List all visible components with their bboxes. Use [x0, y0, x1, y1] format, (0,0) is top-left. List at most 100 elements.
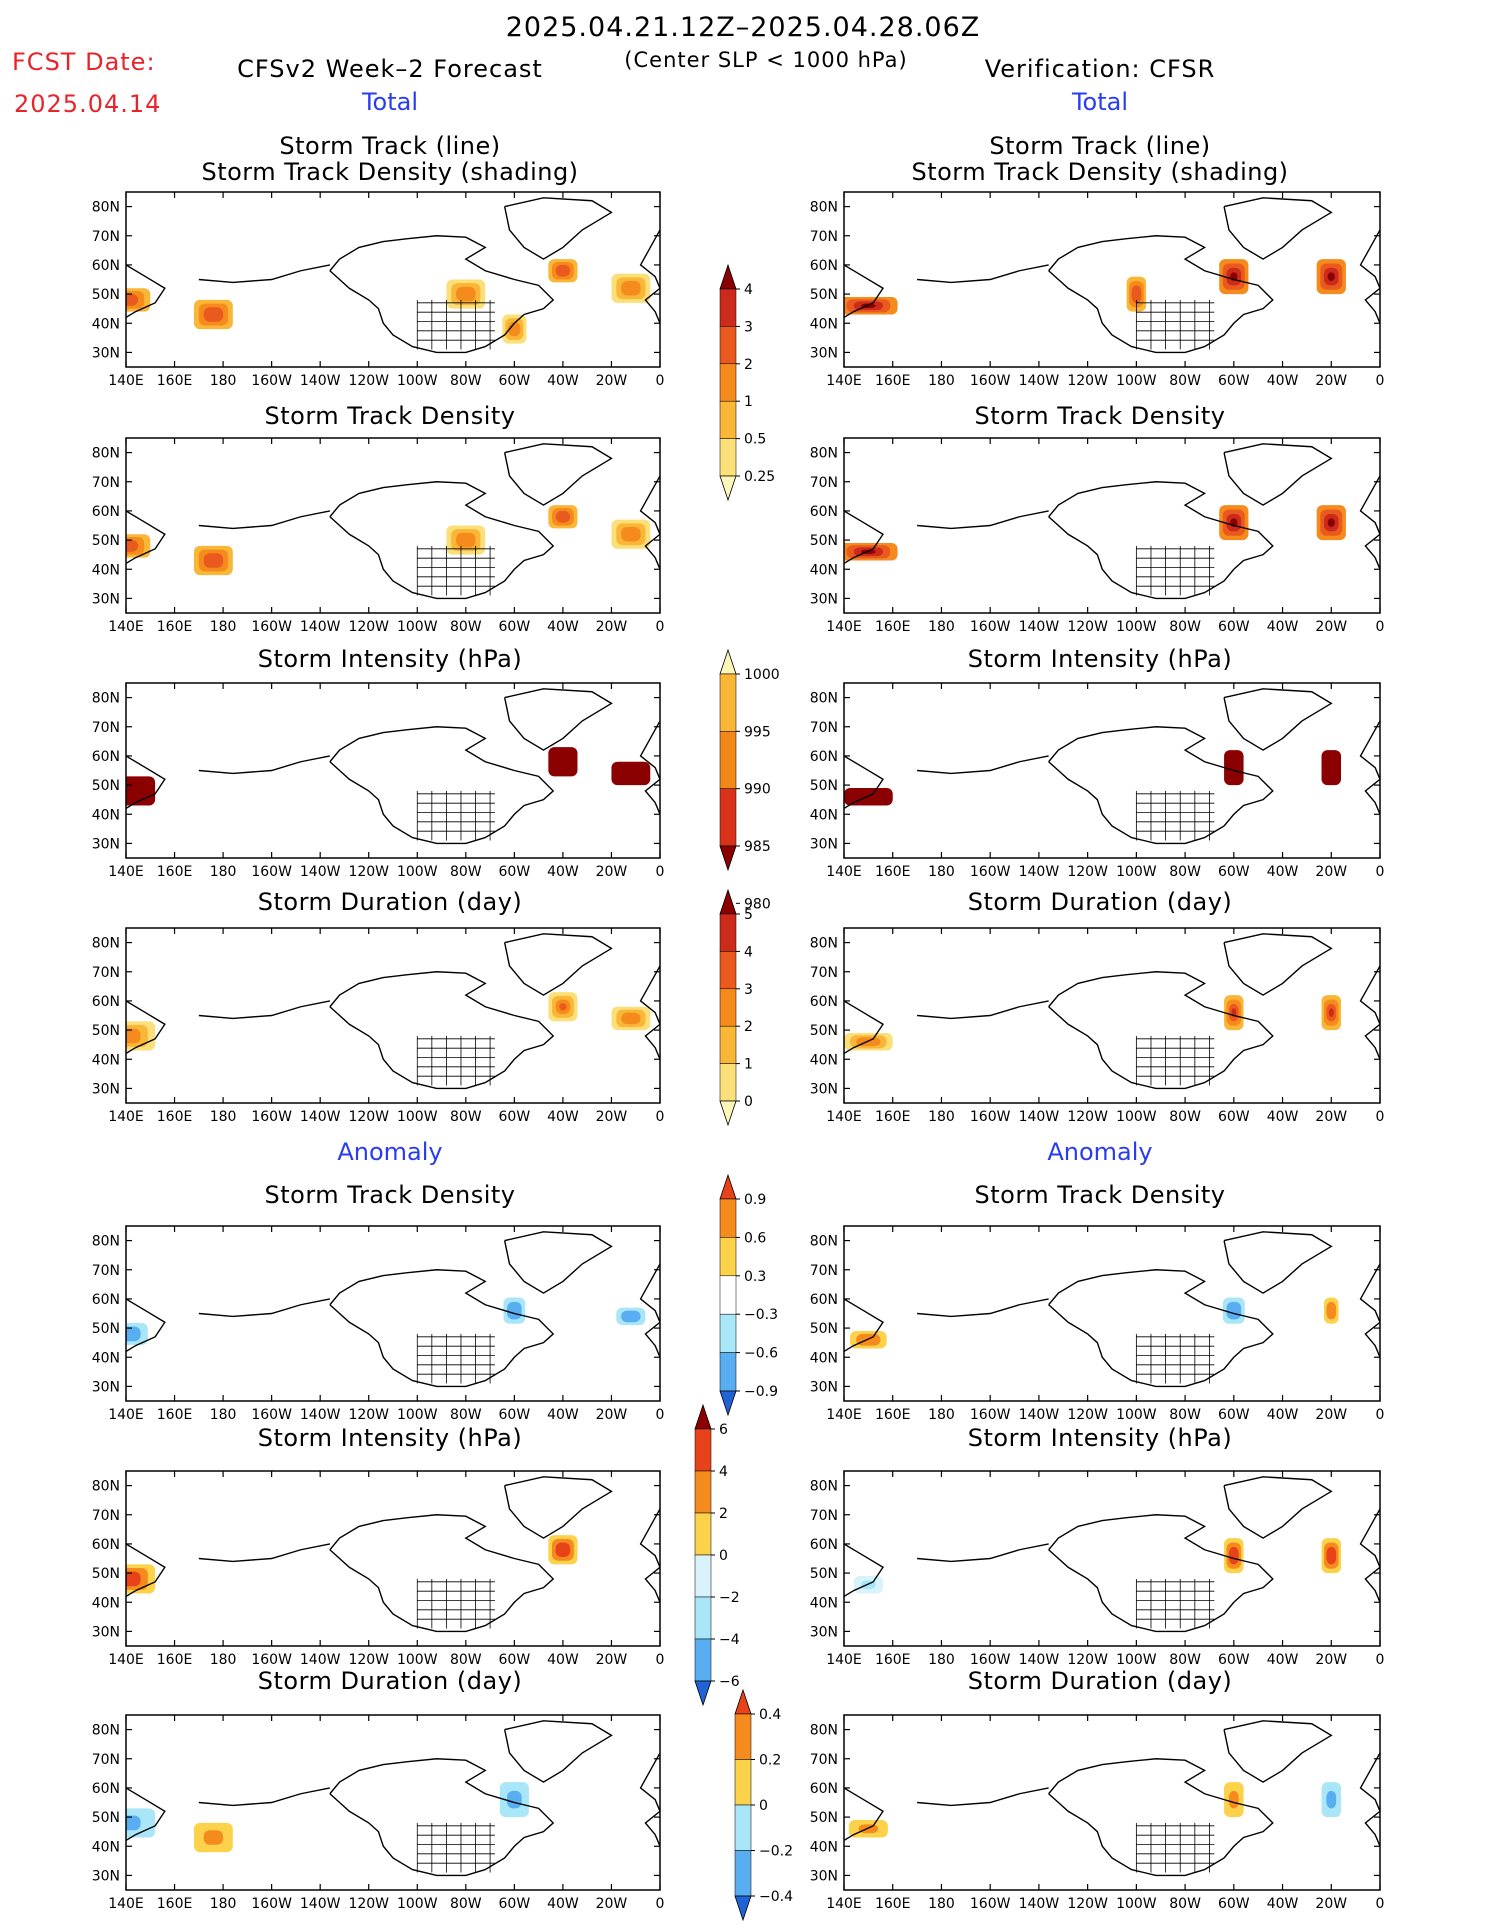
lon-label: 160W [251, 1407, 292, 1423]
lon-label: 160E [157, 1652, 193, 1668]
lon-label: 140E [826, 1896, 862, 1912]
heat-cell [460, 536, 471, 544]
colorbar-end [694, 1680, 712, 1707]
lon-label: 160W [970, 864, 1011, 880]
lon-label: 160E [157, 1109, 193, 1125]
lon-label: 100W [397, 864, 438, 880]
lon-label: 60W [499, 373, 531, 389]
heat-cell [511, 325, 518, 333]
lat-label: 70N [92, 1752, 120, 1768]
colorbar-swatch [719, 1352, 737, 1392]
lon-label: 180 [928, 864, 955, 880]
map-panel: 80N 70N 60N 50N 40N 30N 140E 160E 180 160W 140W 120… [810, 1225, 1384, 1423]
lon-label: 160E [157, 619, 193, 635]
lon-label: 20W [596, 1896, 628, 1912]
lon-label: 180 [210, 1896, 237, 1912]
map-panel: 80N 70N 60N 50N 40N 30N 140E 160E 180 160W 140W 120… [92, 437, 664, 635]
shading-layer [126, 1720, 660, 1877]
coastline [1048, 971, 1274, 1090]
coastline [1359, 475, 1380, 570]
lon-label: 100W [1116, 619, 1157, 635]
lat-label: 50N [92, 287, 120, 303]
map-panel: 80N 70N 60N 50N 40N 30N 140E 160E 180 160W 140W 120… [810, 437, 1384, 635]
lon-label: 140E [826, 1652, 862, 1668]
lat-label: 30N [92, 836, 120, 852]
lat-label: 40N [92, 1839, 120, 1855]
lat-label: 30N [92, 1081, 120, 1097]
shading-layer [844, 1720, 1380, 1877]
coastline [503, 443, 613, 506]
lon-label: 180 [928, 1407, 955, 1423]
colorbar-label: 2 [719, 1506, 728, 1522]
lat-label: 60N [92, 1781, 120, 1797]
coastline [917, 1787, 1049, 1807]
lat-label: 70N [92, 720, 120, 736]
heat-cell [559, 1546, 567, 1554]
colorbar-swatch [694, 1470, 712, 1514]
heat-cell [126, 1819, 134, 1827]
colorbar-swatch [719, 326, 737, 365]
lon-label: 140W [1019, 373, 1060, 389]
lon-label: 40W [547, 864, 579, 880]
colorbar-duration_anom: 0.4 0.2 0 −0.2 −0.4 [734, 1688, 793, 1922]
lat-label: 30N [810, 1624, 838, 1640]
coastline [1048, 1514, 1274, 1633]
lon-label: 100W [397, 1652, 438, 1668]
lon-label: 140W [300, 864, 341, 880]
lon-label: 40W [547, 619, 579, 635]
colorbar-swatch [734, 1804, 752, 1851]
panel-frame [843, 1225, 1381, 1402]
lon-label: 140E [108, 619, 144, 635]
lon-label: 80W [1169, 1896, 1201, 1912]
lon-label: 140W [300, 619, 341, 635]
lon-label: 160W [251, 619, 292, 635]
lon-label: 120W [348, 1896, 389, 1912]
lat-label: 40N [92, 1595, 120, 1611]
lon-label: 140E [108, 864, 144, 880]
lat-label: 60N [810, 504, 838, 520]
map-panel: 80N 70N 60N 50N 40N 30N 140E 160E 180 160W 140W 120… [92, 1225, 664, 1423]
shading-layer [126, 688, 660, 845]
shading-layer [844, 197, 1380, 354]
coastline [917, 755, 1049, 775]
coastline [198, 510, 331, 530]
colorbar-label: −0.9 [744, 1384, 778, 1400]
coastline [1359, 1752, 1380, 1847]
heat-cell [126, 1032, 134, 1040]
lon-label: 40W [1267, 619, 1299, 635]
lat-label: 60N [92, 749, 120, 765]
lon-label: 60W [1218, 1896, 1250, 1912]
colorbar-label: −2 [719, 1590, 740, 1606]
lat-label: 30N [92, 1379, 120, 1395]
lat-label: 40N [810, 562, 838, 578]
coastline [329, 1514, 555, 1633]
coastline [1223, 443, 1333, 506]
lat-label: 60N [810, 1292, 838, 1308]
lon-label: 20W [596, 1652, 628, 1668]
lat-label: 30N [92, 1868, 120, 1884]
lon-label: 60W [1218, 1109, 1250, 1125]
heat-cell [559, 513, 567, 520]
coastline [639, 1263, 660, 1358]
lon-label: 140E [108, 373, 144, 389]
lon-label: 160E [875, 864, 911, 880]
lat-label: 80N [92, 200, 120, 216]
lat-label: 30N [810, 345, 838, 361]
coastline [1223, 1720, 1333, 1783]
coastline [1359, 229, 1380, 324]
panel-frame [125, 682, 661, 859]
colorbar-label: 2 [744, 357, 753, 373]
lon-label: 160W [251, 1109, 292, 1125]
lat-label: 50N [810, 1566, 838, 1582]
panel-frame [843, 1714, 1381, 1891]
panel-title-duration: Storm Duration (day) [967, 888, 1233, 916]
lon-label: 0 [656, 864, 665, 880]
coastline [844, 510, 884, 565]
lon-label: 120W [1067, 1407, 1108, 1423]
heat-cell [460, 290, 471, 298]
colorbar-swatch [694, 1428, 712, 1472]
lon-label: 20W [1315, 1407, 1347, 1423]
colorbar-label: 995 [744, 724, 771, 740]
heat-cell [126, 543, 133, 549]
coastline [1048, 481, 1274, 600]
